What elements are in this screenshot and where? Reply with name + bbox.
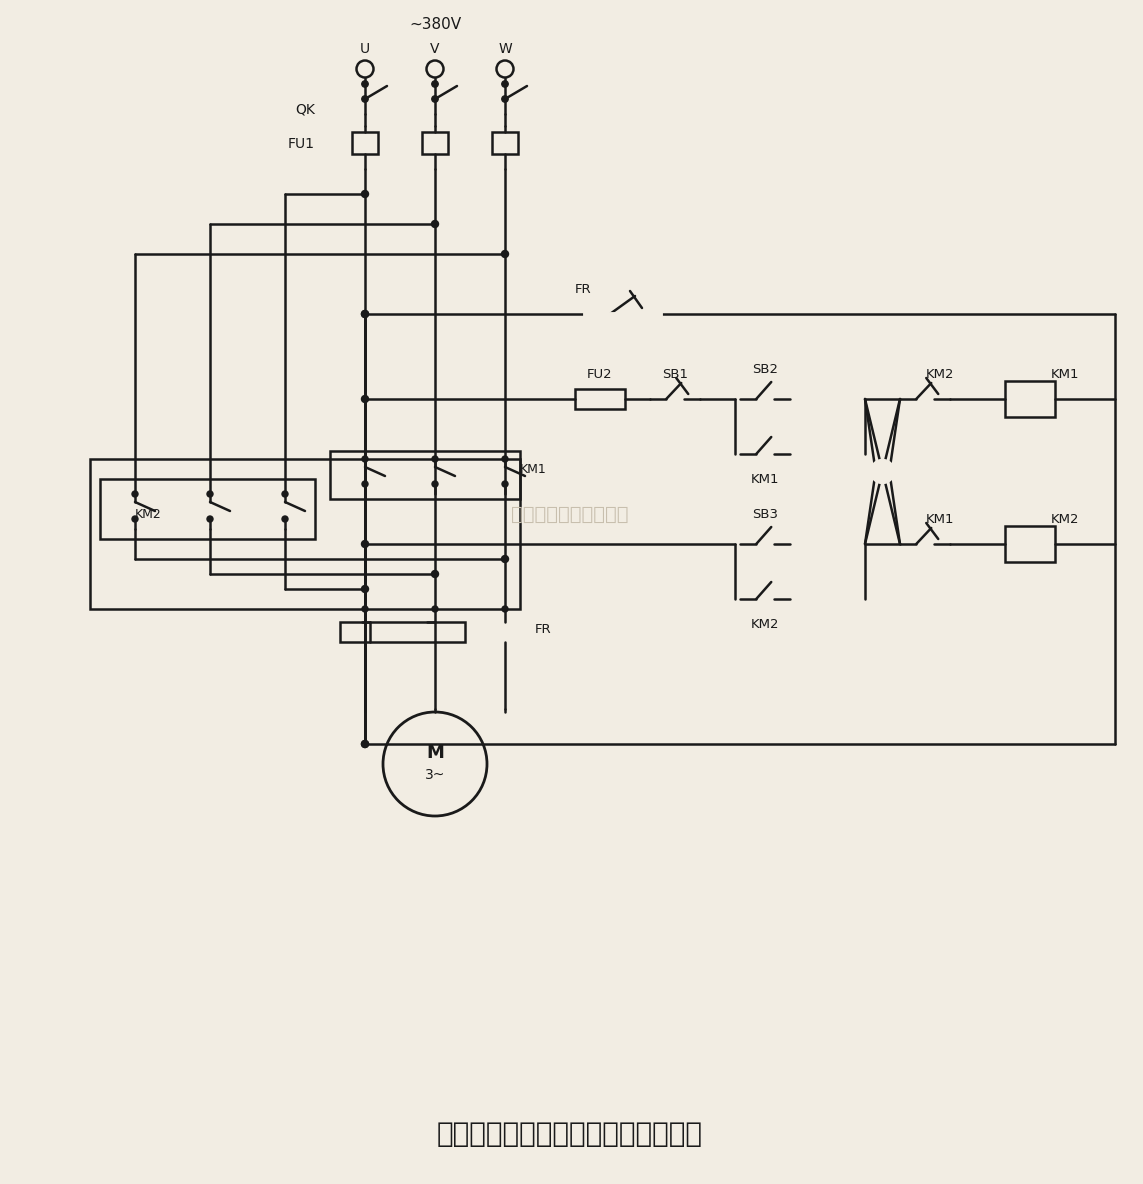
Circle shape (502, 251, 509, 257)
Text: 三相异步电动机的双重互锁控制电路: 三相异步电动机的双重互锁控制电路 (437, 1120, 703, 1148)
Text: KM2: KM2 (1050, 513, 1079, 526)
Text: KM1: KM1 (520, 463, 546, 476)
Bar (1005, 381, 1055, 417)
Text: 3~: 3~ (425, 768, 445, 781)
Text: FR: FR (535, 623, 552, 636)
Circle shape (502, 96, 509, 102)
Circle shape (207, 516, 213, 522)
Text: KM1: KM1 (751, 472, 780, 485)
Bar (99, 480, 315, 539)
Text: KM2: KM2 (135, 508, 162, 521)
Circle shape (502, 456, 507, 462)
Circle shape (502, 606, 507, 612)
Circle shape (362, 96, 368, 102)
Text: FU1: FU1 (288, 137, 315, 152)
Circle shape (502, 81, 509, 88)
Bar (1005, 526, 1055, 562)
Circle shape (432, 81, 438, 88)
Text: W: W (498, 41, 512, 56)
Text: SB1: SB1 (662, 367, 688, 380)
Bar (90, 459, 520, 609)
Text: SB3: SB3 (752, 508, 778, 521)
Text: V: V (430, 41, 440, 56)
Circle shape (362, 81, 368, 88)
Bar (330, 451, 520, 498)
Bar (352, 131, 378, 154)
Circle shape (361, 310, 368, 317)
Text: FU2: FU2 (588, 367, 613, 380)
Circle shape (361, 586, 368, 592)
Circle shape (361, 740, 368, 747)
Circle shape (282, 491, 288, 497)
Text: FR: FR (575, 283, 592, 296)
Bar (491, 131, 518, 154)
Circle shape (361, 310, 368, 317)
Circle shape (362, 456, 368, 462)
Circle shape (362, 481, 368, 487)
Circle shape (432, 571, 439, 578)
Text: 杭州将睿科技有限公司: 杭州将睿科技有限公司 (511, 504, 629, 523)
Text: KM1: KM1 (1050, 367, 1079, 380)
Circle shape (361, 541, 368, 547)
Bar (339, 622, 465, 642)
Bar (575, 390, 625, 408)
Circle shape (502, 555, 509, 562)
Circle shape (207, 491, 213, 497)
Circle shape (432, 220, 439, 227)
Circle shape (362, 606, 368, 612)
Text: QK: QK (295, 102, 315, 116)
Text: ~380V: ~380V (409, 17, 461, 32)
Circle shape (131, 516, 138, 522)
Circle shape (282, 516, 288, 522)
Text: KM2: KM2 (751, 618, 780, 631)
Text: SB2: SB2 (752, 362, 778, 375)
Text: KM2: KM2 (926, 367, 954, 380)
Text: KM1: KM1 (926, 513, 954, 526)
Circle shape (131, 491, 138, 497)
Circle shape (361, 740, 368, 747)
Text: U: U (360, 41, 370, 56)
Text: M: M (426, 744, 443, 762)
Circle shape (361, 191, 368, 198)
Circle shape (432, 481, 438, 487)
Circle shape (502, 481, 507, 487)
Circle shape (361, 395, 368, 403)
Bar (422, 131, 448, 154)
Circle shape (871, 459, 895, 483)
Circle shape (432, 606, 438, 612)
Circle shape (432, 96, 438, 102)
Circle shape (432, 456, 438, 462)
